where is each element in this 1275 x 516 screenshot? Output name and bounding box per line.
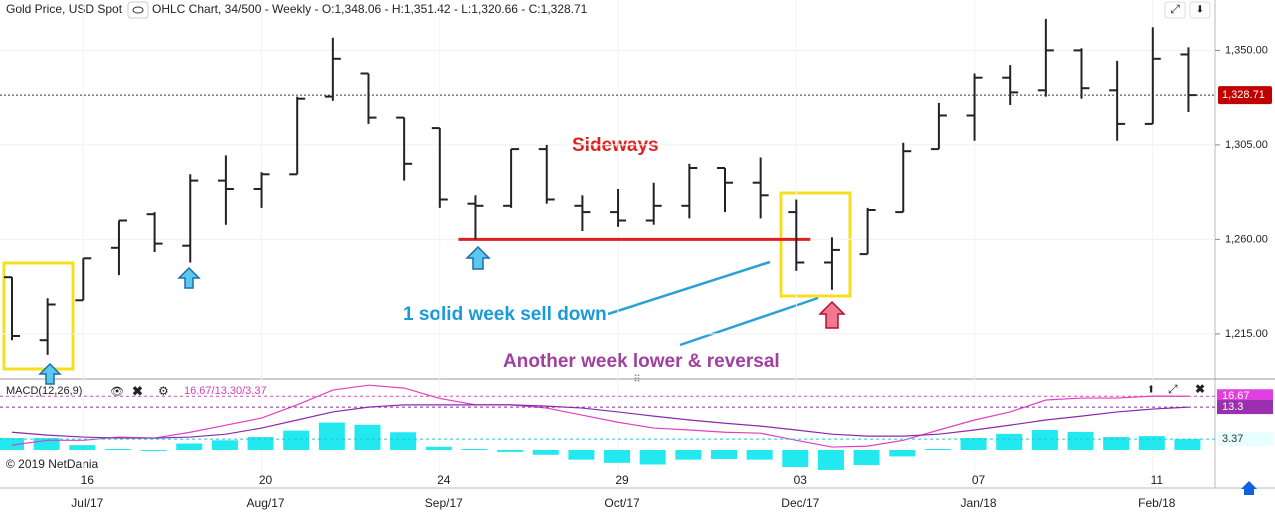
settings-icon[interactable]: ⚙ <box>158 384 169 398</box>
annotation: Another week lower & reversal <box>503 351 780 372</box>
expand-button[interactable] <box>1164 1 1186 19</box>
last-price-box <box>1218 86 1272 105</box>
histogram-bar <box>1031 429 1058 450</box>
level-label: 3.37 <box>1222 433 1243 445</box>
histogram-bar <box>247 437 274 450</box>
expand-icon: ⤢ <box>1169 2 1180 16</box>
x-tick-label: 16 <box>81 473 95 487</box>
histogram-bar <box>461 449 488 451</box>
annotation: Sideways <box>572 135 659 156</box>
histogram-bar <box>960 438 987 450</box>
histogram-bar <box>711 449 737 459</box>
histogram-bar <box>1138 436 1165 450</box>
x-tick-label: 07 <box>972 473 986 487</box>
macd-line <box>11 404 1189 439</box>
histogram-bar <box>604 449 631 463</box>
pointer-line <box>679 296 819 347</box>
x-tick-label: Oct/17 <box>604 496 640 510</box>
histogram-bar <box>889 449 916 457</box>
y-tick-label: 1,305.00 <box>1225 139 1268 151</box>
level-label: 13.3 <box>1222 401 1243 413</box>
eye-button[interactable] <box>127 1 149 19</box>
home-icon[interactable] <box>1241 481 1257 495</box>
up-arrow <box>818 300 846 329</box>
histogram-bar <box>1103 437 1130 450</box>
macd-title: MACD(12,26,9) <box>6 385 82 397</box>
resize-handle[interactable]: ⠿ <box>633 375 640 386</box>
x-tick-label: 20 <box>259 473 273 487</box>
up-arrow <box>177 266 201 289</box>
up-arrow <box>465 245 491 270</box>
histogram-bar <box>33 438 60 450</box>
x-tick-label: 24 <box>437 473 451 487</box>
y-tick-label: 1,350.00 <box>1225 44 1268 56</box>
copyright: © 2019 NetDania <box>6 457 99 471</box>
expand-icon[interactable]: ⤢ <box>1167 382 1178 396</box>
histogram-bar <box>211 440 238 450</box>
histogram-bar <box>318 422 345 450</box>
down-icon: ⬇ <box>1196 5 1204 16</box>
up-icon[interactable]: ⬆ <box>1147 385 1155 396</box>
x-tick-label: Jul/17 <box>71 496 103 510</box>
close-icon[interactable]: ✖ <box>132 383 143 398</box>
level-box <box>1217 389 1273 404</box>
x-tick-label: 11 <box>1151 473 1164 487</box>
x-tick-label: Aug/17 <box>247 496 285 510</box>
chart-subtitle: OHLC Chart, 34/500 - Weekly - O:1,348.06… <box>152 2 588 16</box>
histogram-bar <box>1067 431 1094 450</box>
x-tick-label: Feb/18 <box>1138 496 1176 510</box>
eye-icon[interactable]: 👁 <box>110 386 124 398</box>
histogram-bar <box>140 449 167 451</box>
level-label: 16.67 <box>1222 390 1250 402</box>
histogram-bar <box>497 449 524 452</box>
up-arrow <box>38 362 62 385</box>
pointer-line <box>607 260 771 316</box>
eye-icon <box>132 6 144 14</box>
histogram-bar <box>1174 439 1201 450</box>
chart-title: Gold Price, USD Spot <box>6 2 123 16</box>
x-tick-label: 03 <box>794 473 808 487</box>
y-tick-label: 1,260.00 <box>1225 233 1268 245</box>
histogram-bar <box>568 449 595 460</box>
x-tick-label: Sep/17 <box>425 496 463 510</box>
histogram-bar <box>996 433 1023 450</box>
histogram-bar <box>853 449 880 466</box>
histogram-bar <box>69 445 96 450</box>
macd-line <box>11 384 1189 448</box>
histogram-bar <box>746 449 773 460</box>
histogram-bar <box>0 438 24 450</box>
histogram-bar <box>924 449 951 451</box>
histogram-bar <box>639 449 666 465</box>
histogram-bar <box>532 449 559 455</box>
down-button[interactable] <box>1189 1 1211 19</box>
histogram-bar <box>425 446 452 450</box>
histogram-bar <box>283 430 310 450</box>
annotation: 1 solid week sell down <box>403 304 607 325</box>
histogram-bar <box>104 449 131 451</box>
x-tick-label: Dec/17 <box>781 496 819 510</box>
macd-values: 16.67/13.30/3.37 <box>184 385 267 397</box>
highlight-box <box>779 191 852 298</box>
level-box <box>1217 400 1273 415</box>
histogram-bar <box>782 449 809 468</box>
level-box <box>1217 432 1273 447</box>
last-price-label: 1,328.71 <box>1222 89 1265 101</box>
x-tick-label: Jan/18 <box>961 496 997 510</box>
close-icon[interactable]: ✖ <box>1195 382 1205 396</box>
histogram-bar <box>390 432 417 450</box>
histogram-bar <box>354 424 381 450</box>
x-tick-label: 29 <box>615 473 629 487</box>
histogram-bar <box>817 449 844 470</box>
y-tick-label: 1,215.00 <box>1225 328 1268 340</box>
histogram-bar <box>675 449 702 460</box>
histogram-bar <box>176 443 203 450</box>
highlight-box <box>2 261 75 371</box>
